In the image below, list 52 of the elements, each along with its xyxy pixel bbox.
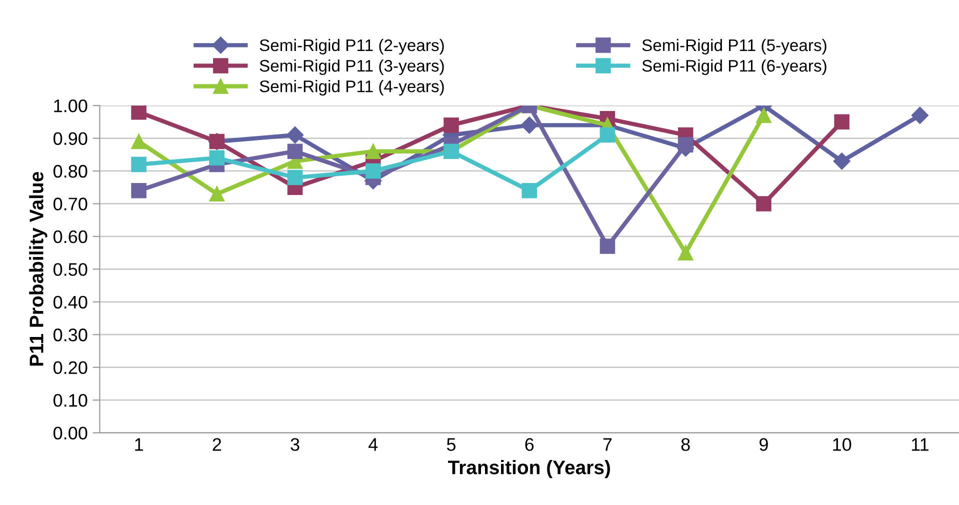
point	[131, 182, 146, 198]
legend-label: Semi-Rigid P11 (5-years)	[642, 38, 826, 54]
y-tick-label: 0.90	[54, 132, 88, 145]
point	[600, 127, 616, 143]
point	[678, 137, 694, 152]
x-tick-label: 5	[446, 438, 456, 451]
y-tick-label: 0.70	[54, 198, 88, 210]
x-tick-label: 3	[290, 438, 300, 451]
y-axis-title: P11 Probability Value	[29, 172, 48, 366]
y-tick-label: 0.10	[54, 394, 88, 407]
x-axis-title: Transition (Years)	[448, 460, 610, 478]
point	[522, 182, 538, 198]
point	[209, 150, 225, 166]
x-tick-label: 2	[212, 438, 222, 451]
legend-label: Semi-Rigid P11 (3-years)	[260, 59, 444, 76]
point	[131, 134, 146, 150]
point	[131, 156, 146, 172]
x-tick-label: 9	[760, 438, 768, 451]
point	[444, 118, 459, 133]
legend-label: Semi-Rigid P11 (2-years)	[260, 38, 444, 54]
point	[131, 106, 146, 120]
x-tick-label: 1	[135, 438, 143, 451]
y-tick-label: 0.60	[54, 230, 88, 244]
point	[756, 196, 772, 212]
y-tick-label: 0.20	[54, 361, 88, 374]
point	[600, 238, 616, 254]
point	[366, 144, 381, 159]
point	[209, 186, 225, 202]
y-tick-label: 0.00	[54, 426, 88, 440]
x-tick-label: 7	[603, 438, 612, 451]
y-tick-label: 0.50	[54, 263, 88, 276]
y-tick-label: 0.40	[54, 296, 88, 309]
x-tick-label: 11	[912, 438, 928, 451]
y-tick-label: 0.30	[54, 328, 88, 342]
point	[287, 144, 303, 159]
point	[911, 106, 928, 124]
legend-label: Semi-Rigid P11 (4-years)	[260, 80, 444, 96]
x-tick-label: 6	[525, 438, 534, 451]
x-tick-label: 4	[368, 438, 378, 451]
x-tick-label: 10	[833, 438, 852, 451]
point	[756, 108, 772, 123]
point	[366, 163, 381, 179]
y-tick-label: 0.80	[54, 164, 88, 178]
point	[520, 116, 538, 134]
point	[834, 114, 850, 130]
point	[286, 126, 304, 144]
point	[833, 152, 850, 170]
x-tick-label: 8	[681, 438, 690, 451]
point	[287, 170, 303, 186]
legend-label: Semi-Rigid P11 (6-years)	[642, 59, 826, 76]
point	[678, 245, 694, 260]
y-tick-label: 1.00	[54, 99, 88, 112]
